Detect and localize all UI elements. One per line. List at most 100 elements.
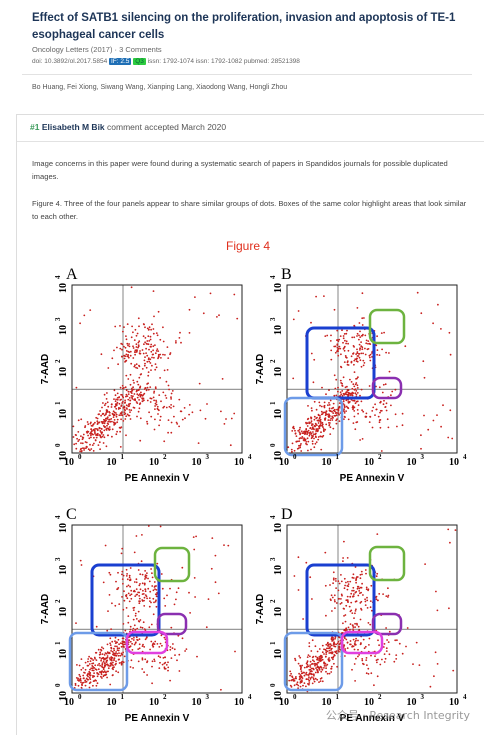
dot: [173, 415, 175, 418]
dot: [336, 408, 338, 411]
dot: [342, 376, 345, 379]
dot: [339, 379, 342, 382]
dot: [175, 341, 177, 344]
dot: [151, 665, 153, 668]
dot: [349, 643, 352, 646]
dot: [188, 308, 191, 311]
dot: [324, 414, 327, 417]
dot: [87, 664, 90, 667]
dot: [99, 410, 101, 412]
dot: [103, 665, 106, 668]
dot: [315, 408, 318, 411]
comment-header: #1 Elisabeth M Bik comment accepted Marc…: [30, 122, 226, 132]
x-tick-label: 10: [107, 457, 117, 468]
dot: [162, 391, 165, 394]
dot: [369, 415, 371, 418]
highlight-box: [125, 630, 169, 655]
y-tick-exponent: 4: [54, 515, 62, 519]
dot: [153, 581, 156, 583]
dot: [150, 328, 153, 331]
comment-author[interactable]: Elisabeth M Bik: [41, 122, 105, 132]
dot: [391, 390, 394, 393]
dot: [293, 427, 295, 430]
dot: [84, 668, 87, 671]
dot: [188, 413, 191, 416]
dot: [122, 623, 125, 625]
dot: [361, 324, 364, 326]
dot: [111, 656, 114, 659]
dot: [120, 405, 123, 407]
dot: [136, 639, 139, 642]
doi[interactable]: doi: 10.3892/ol.2017.5854: [32, 58, 108, 65]
dot: [369, 359, 372, 362]
dot: [338, 420, 341, 422]
y-tick-label: 10: [58, 367, 69, 377]
dot: [115, 413, 118, 416]
dot: [321, 386, 323, 389]
dot: [125, 415, 128, 418]
dot: [351, 576, 354, 579]
dot: [166, 369, 169, 371]
dot: [100, 431, 102, 434]
dot: [317, 438, 320, 441]
x-tick-exponent: 1: [121, 693, 125, 701]
dot: [442, 404, 444, 407]
dot: [122, 396, 125, 399]
dot: [120, 411, 123, 413]
dot: [329, 645, 331, 647]
dot: [75, 622, 77, 624]
article-title[interactable]: Effect of SATB1 silencing on the prolife…: [32, 12, 456, 41]
dot: [359, 347, 361, 349]
dot: [374, 403, 376, 406]
dot: [337, 407, 340, 410]
dot: [102, 402, 104, 404]
dot: [220, 688, 222, 691]
dot: [333, 594, 336, 597]
dot: [326, 663, 329, 666]
dot: [301, 680, 303, 683]
dot: [196, 655, 198, 658]
dot: [361, 317, 364, 320]
dot: [308, 645, 311, 648]
dot: [309, 666, 312, 668]
dot: [312, 659, 314, 662]
dot: [293, 449, 296, 452]
dot: [157, 310, 160, 313]
dot: [322, 426, 324, 428]
dot: [313, 400, 316, 403]
dot: [330, 665, 333, 668]
dot: [137, 569, 140, 571]
dot: [132, 618, 135, 621]
dot: [119, 399, 122, 401]
dot: [144, 578, 146, 580]
dot: [337, 410, 340, 412]
dot: [365, 588, 368, 591]
separator: [17, 141, 484, 142]
dot: [320, 435, 322, 438]
dot: [359, 618, 362, 621]
comment-count[interactable]: 3 Comments: [119, 45, 162, 54]
pubmed[interactable]: pubmed: 28521398: [243, 58, 300, 65]
dot: [332, 416, 334, 419]
dot: [297, 429, 300, 432]
dot: [147, 587, 150, 590]
dot: [368, 644, 370, 646]
dot: [320, 657, 322, 660]
dot: [328, 649, 331, 652]
dot: [346, 360, 349, 363]
dot: [305, 671, 308, 674]
dot: [118, 603, 121, 605]
dot: [101, 422, 104, 425]
dot: [369, 600, 372, 602]
dot: [87, 672, 89, 675]
dot: [102, 660, 105, 663]
dot: [356, 352, 359, 354]
dot: [131, 396, 133, 399]
dot: [92, 666, 94, 668]
dot: [148, 626, 151, 629]
dot: [147, 374, 150, 377]
dot: [312, 431, 314, 433]
dot: [171, 647, 174, 650]
dot: [88, 663, 91, 665]
dot: [305, 561, 308, 564]
